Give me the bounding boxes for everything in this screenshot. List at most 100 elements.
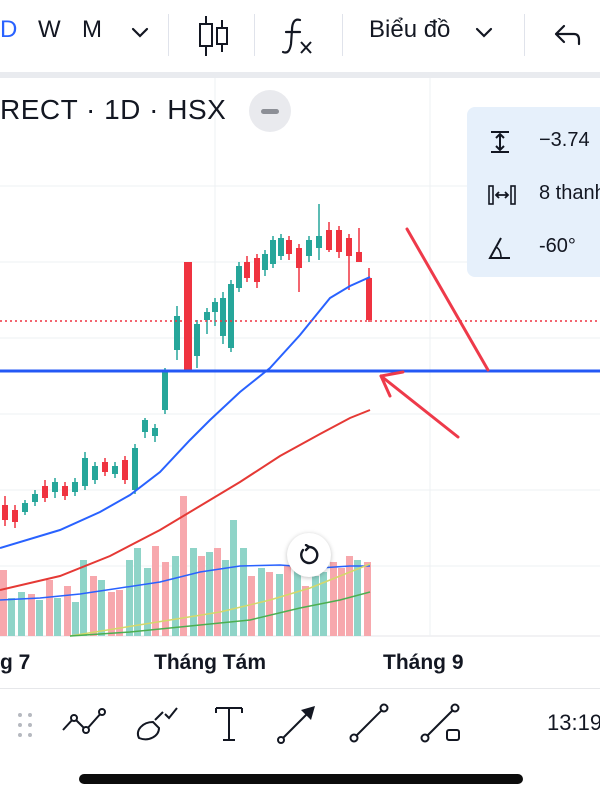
ray-icon[interactable] [417,700,463,746]
volume-bar [54,598,61,636]
candle-body [356,252,362,262]
moving-averages [0,276,371,637]
bars-count-value: 8 thanh [539,182,600,204]
interval-month-button[interactable]: M [82,16,102,43]
top-toolbar: D W M Biểu đồ [0,0,600,72]
reset-chart-button[interactable] [287,533,331,577]
candle-body [346,238,352,256]
home-indicator [79,774,523,784]
volume-bar [312,576,319,636]
volume-bar [108,592,115,636]
candle-body [92,466,98,480]
interval-day-button[interactable]: D [0,16,18,43]
candle-body [228,284,234,348]
text-icon[interactable] [206,700,252,746]
volume-bar [266,572,273,636]
candle-body [102,462,108,472]
candle-body [204,312,210,320]
line-icon[interactable] [346,700,392,746]
candle-body [132,448,138,490]
volume-ma-blue [0,564,370,601]
candle-body [236,266,242,288]
volume-bar [276,574,283,636]
annotation-arrows [379,227,490,439]
volume-bar [64,586,71,636]
measure-tooltip: −3.74 8 thanh -60° [467,107,600,277]
volume-bar [98,580,105,636]
volume-ma-yellow [69,563,371,637]
volume-bar [116,590,123,636]
candle-body [262,254,268,270]
volume-bar [198,556,205,636]
indicators-fx-icon[interactable] [280,14,320,63]
candle-body [244,262,250,278]
candle-body [306,240,312,256]
volume-bar [28,594,35,636]
time-label: 13:19 [547,710,600,735]
volume-bar [46,580,53,636]
candlestick-icon[interactable] [196,14,230,63]
volume-bar [222,560,229,636]
volume-bar [338,568,345,636]
angle-value: -60° [539,235,576,257]
candle-body [212,302,218,312]
volume-bar [284,566,291,636]
candle-body [184,262,192,372]
volume-bar [240,548,247,636]
trend-path-icon[interactable] [60,700,106,746]
volume-bar [8,598,15,636]
chevron-down-icon[interactable] [474,26,494,45]
minus-icon [261,109,279,114]
candle-body [162,372,168,410]
chevron-down-icon[interactable] [130,26,150,45]
candle-body [316,236,322,248]
bar-range-icon [487,182,517,214]
collapse-legend-button[interactable] [249,90,291,132]
volume-bar [80,560,87,636]
volume-bars [0,496,371,636]
chart-type-dropdown[interactable]: Biểu đồ [369,16,451,43]
volume-bar [18,592,25,636]
undo-icon[interactable] [552,22,582,53]
volume-bar [214,548,221,636]
interval-week-button[interactable]: W [38,16,61,43]
toolbar-separator [524,14,525,56]
symbol-title: RECT · 1D · HSX [0,94,227,125]
volume-bar [206,552,213,636]
volume-bar [90,576,97,636]
volume-bar [72,602,79,636]
candle-body [152,428,158,436]
candle-body [32,494,38,502]
candle-body [326,230,332,250]
drawing-toolbar [0,688,600,764]
volume-bar [302,586,309,636]
volume-bar [190,548,197,636]
angle-icon [487,235,513,267]
arrow-line-icon[interactable] [275,700,321,746]
volume-bar [230,520,237,636]
ma-line-blue [0,276,371,549]
candle-body [194,324,200,356]
candle-body [22,503,28,512]
volume-bar [248,576,255,636]
candle-body [62,486,68,496]
candle-body [142,420,148,432]
drag-handle-icon[interactable] [14,711,36,744]
volume-bar [172,556,179,636]
brush-icon[interactable] [133,700,179,746]
volume-bar [152,546,159,636]
price-change-value: −3.74 [539,129,590,151]
candlesticks [2,204,372,528]
candle-body [82,458,88,486]
volume-bar [364,562,371,636]
volume-bar [0,570,7,636]
toolbar-separator [168,14,169,56]
candle-body [174,316,180,350]
candle-body [254,258,260,282]
x-axis-label: Tháng Tám [154,651,267,674]
candle-body [2,505,8,520]
volume-bar [346,556,353,636]
volume-bar [180,496,187,636]
candle-body [366,278,372,320]
x-axis-label: g 7 [0,651,31,674]
